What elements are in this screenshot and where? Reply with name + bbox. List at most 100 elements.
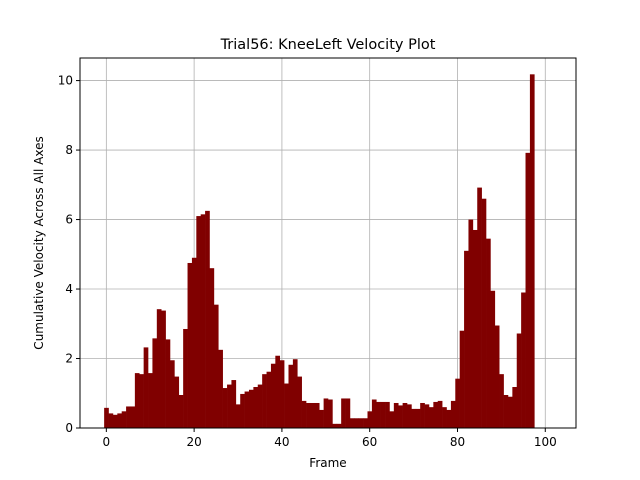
bar <box>398 405 403 428</box>
bar <box>376 401 381 428</box>
bar <box>200 214 206 428</box>
bar <box>148 373 153 428</box>
bar <box>191 257 197 428</box>
bar <box>152 338 158 428</box>
bar <box>389 411 395 428</box>
bar <box>367 411 373 428</box>
bar <box>231 380 237 428</box>
x-tick-label: 0 <box>103 435 111 449</box>
bar <box>407 404 412 428</box>
bar <box>319 409 324 428</box>
bar <box>349 418 355 428</box>
bar <box>477 187 482 428</box>
bar <box>301 400 307 428</box>
bar <box>143 347 149 428</box>
bar <box>139 374 144 428</box>
plot-frame <box>79 57 577 429</box>
bar <box>358 418 364 428</box>
bar <box>529 74 535 428</box>
bar <box>288 364 294 428</box>
bar <box>165 339 171 428</box>
bar <box>121 411 127 428</box>
bar <box>420 402 425 428</box>
bar <box>174 376 180 428</box>
bar <box>450 400 456 428</box>
bar <box>328 399 333 428</box>
bar <box>284 383 289 428</box>
bar <box>209 268 215 428</box>
bar <box>525 152 531 428</box>
bar <box>306 402 311 428</box>
bar <box>516 333 522 428</box>
y-tick-label: 10 <box>58 74 73 88</box>
x-tick-label: 80 <box>450 435 465 449</box>
bar <box>257 384 263 428</box>
bar <box>297 376 302 428</box>
bar <box>490 290 496 428</box>
bar <box>292 359 298 428</box>
bar <box>371 399 377 428</box>
bar <box>235 404 241 428</box>
bar <box>262 374 267 428</box>
bar <box>310 402 316 428</box>
x-tick-label: 20 <box>186 435 201 449</box>
x-tick-label: 40 <box>274 435 289 449</box>
bar <box>130 406 136 428</box>
y-tick-label: 2 <box>65 352 73 366</box>
y-tick-label: 8 <box>65 143 73 157</box>
bar <box>244 391 250 428</box>
bar <box>336 423 342 428</box>
bar <box>472 229 478 428</box>
bar <box>437 400 443 428</box>
bar <box>459 330 465 428</box>
bar <box>411 408 417 428</box>
bar <box>213 304 219 428</box>
bar <box>117 413 122 428</box>
bar <box>499 374 504 428</box>
bar <box>433 401 439 428</box>
bar <box>196 216 202 428</box>
bar <box>455 378 460 428</box>
bar <box>227 384 232 428</box>
bar <box>108 413 114 428</box>
bar <box>183 328 188 428</box>
bar <box>341 398 346 428</box>
bar <box>385 401 390 428</box>
bar <box>266 371 272 428</box>
bar <box>126 406 131 428</box>
y-tick-label: 6 <box>65 213 73 227</box>
bar <box>218 349 223 428</box>
bar <box>464 250 469 428</box>
y-tick-label: 4 <box>65 282 73 296</box>
bar <box>512 387 518 428</box>
bar <box>442 407 447 428</box>
bar <box>178 394 184 428</box>
bar <box>402 402 408 428</box>
bar <box>205 210 210 428</box>
bar <box>507 396 513 428</box>
bar <box>521 292 526 428</box>
bar <box>275 355 281 428</box>
bar <box>332 423 338 428</box>
y-tick-label: 0 <box>65 421 73 435</box>
bar <box>354 418 360 428</box>
bar <box>134 373 140 428</box>
bar <box>222 388 228 428</box>
bar <box>428 407 434 428</box>
bar <box>112 414 118 428</box>
bar <box>380 401 386 428</box>
bar <box>270 363 276 428</box>
bar <box>156 309 162 428</box>
bar <box>468 219 474 428</box>
bar <box>323 398 329 428</box>
bar <box>104 407 109 428</box>
bar <box>169 360 175 428</box>
bar <box>415 408 421 428</box>
bar <box>279 360 285 428</box>
bar <box>494 325 500 428</box>
bar <box>486 238 491 428</box>
bar <box>240 393 245 428</box>
bars-layer <box>104 74 535 428</box>
bar <box>363 418 368 428</box>
